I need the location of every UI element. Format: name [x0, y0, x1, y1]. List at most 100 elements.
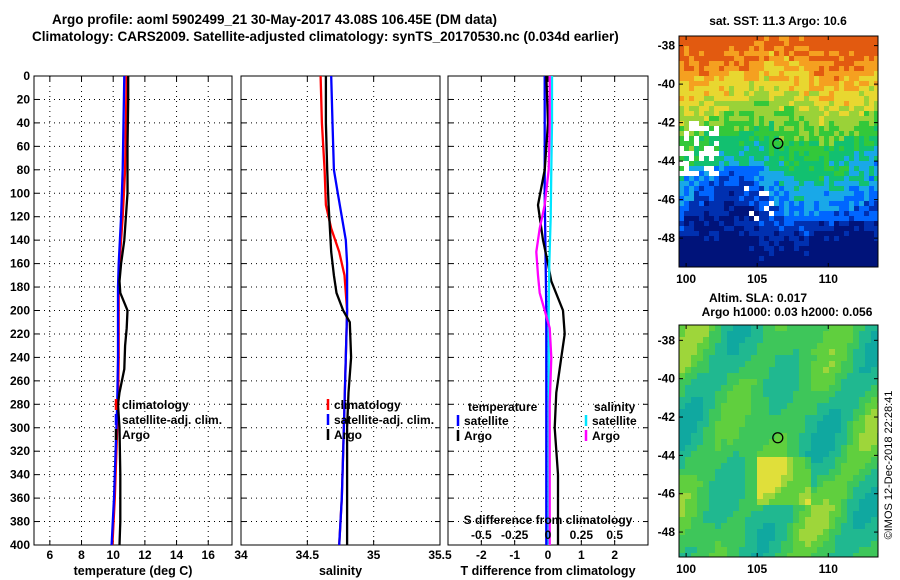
map-cell [853, 481, 859, 487]
map-cell [784, 111, 789, 116]
map-cell [859, 231, 864, 236]
map-cell [859, 111, 864, 116]
map-cell [841, 523, 847, 529]
map-cell [849, 41, 854, 46]
map-cell [829, 176, 834, 181]
map-cell [691, 493, 697, 499]
map-cell [834, 41, 839, 46]
map-cell [679, 541, 685, 547]
map-cell [817, 379, 823, 385]
map-cell [829, 451, 835, 457]
map-cell [715, 523, 721, 529]
map-cell [853, 373, 859, 379]
map-cell [859, 439, 865, 445]
map-cell [829, 111, 834, 116]
map-cell [724, 156, 729, 161]
map-cell [745, 409, 751, 415]
map-cell [784, 61, 789, 66]
map-cell [729, 241, 734, 246]
map-cell [775, 367, 781, 373]
map-cell [719, 246, 724, 251]
map-cell [809, 206, 814, 211]
map-cell [694, 246, 699, 251]
map-cell [694, 91, 699, 96]
map-cell [871, 379, 877, 385]
map-cell [727, 517, 733, 523]
map-cell [849, 231, 854, 236]
map-cell [864, 236, 869, 241]
map-cell [729, 96, 734, 101]
map-cell [733, 469, 739, 475]
map-cell [769, 391, 775, 397]
map-cell [809, 186, 814, 191]
map-cell [733, 397, 739, 403]
map-cell [739, 499, 745, 505]
map-cell [864, 171, 869, 176]
map-cell [751, 343, 757, 349]
map-cell [719, 136, 724, 141]
map-cell [804, 111, 809, 116]
map-cell [684, 176, 689, 181]
map-cell [835, 427, 841, 433]
y-tick-label: 320 [10, 444, 30, 458]
map-cell [824, 201, 829, 206]
map-cell [784, 136, 789, 141]
map-cell [823, 349, 829, 355]
map-cell [849, 256, 854, 261]
map-cell [733, 409, 739, 415]
map-cell [719, 51, 724, 56]
map-cell [853, 553, 859, 557]
map-cell [689, 91, 694, 96]
map-cell [699, 231, 704, 236]
map-cell [679, 81, 684, 86]
map-cell [841, 415, 847, 421]
map-cell [799, 201, 804, 206]
map-cell [781, 541, 787, 547]
map-cell [799, 41, 804, 46]
map-cell [769, 451, 775, 457]
map-cell [874, 111, 878, 116]
map-cell [834, 226, 839, 231]
map-cell [865, 343, 871, 349]
map-cell [751, 499, 757, 505]
map-cell [689, 96, 694, 101]
map-cell [859, 493, 865, 499]
map-cell [824, 181, 829, 186]
map-cell [809, 231, 814, 236]
map-cell [721, 445, 727, 451]
map-cell [844, 156, 849, 161]
map-cell [729, 76, 734, 81]
map-cell [769, 251, 774, 256]
map-cell [811, 481, 817, 487]
map-cell [775, 487, 781, 493]
map-cell [824, 111, 829, 116]
map-cell [774, 56, 779, 61]
map-cell [811, 511, 817, 517]
x-tick-label: 34 [234, 548, 248, 562]
map-cell [854, 261, 859, 266]
map-cell [871, 499, 877, 505]
map-cell [679, 41, 684, 46]
map-cell [763, 409, 769, 415]
map-cell [757, 409, 763, 415]
map-cell [774, 131, 779, 136]
map-cell [739, 56, 744, 61]
map-cell [759, 231, 764, 236]
map-cell [789, 76, 794, 81]
map-cell [784, 131, 789, 136]
map-cell [847, 487, 853, 493]
map-cell [817, 325, 823, 331]
map-cell [764, 211, 769, 216]
map-cell [769, 231, 774, 236]
map-cell [817, 553, 823, 557]
map-cell [764, 201, 769, 206]
map-cell [793, 541, 799, 547]
map-cell [774, 61, 779, 66]
map-cell [709, 251, 714, 256]
map-cell [697, 487, 703, 493]
map-cell [829, 529, 835, 535]
map-cell [839, 61, 844, 66]
map-cell [794, 116, 799, 121]
map-cell [805, 397, 811, 403]
map-cell [781, 433, 787, 439]
